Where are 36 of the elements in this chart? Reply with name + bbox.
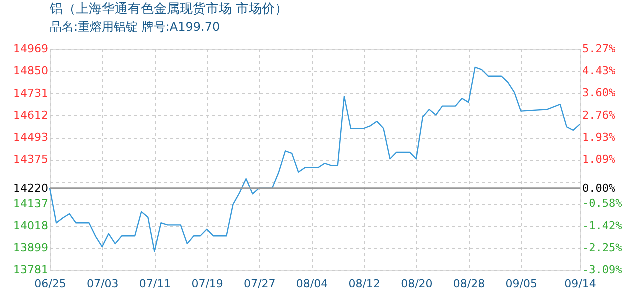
y-tick-label: 14493	[14, 131, 48, 144]
x-tick-label: 07/11	[139, 278, 172, 290]
y-tick-label: 14969	[14, 42, 48, 56]
y-tick-label: 14612	[14, 108, 48, 122]
y2-tick-label: 1.93%	[582, 130, 616, 144]
y2-tick-label: 4.43%	[582, 64, 616, 78]
x-tick-label: 07/27	[244, 278, 276, 290]
y-tick-label: 14850	[14, 64, 48, 78]
y2-tick-label: 0.00%	[582, 182, 616, 195]
y2-tick-label: -1.42%	[582, 219, 623, 232]
chart-title: 铝（上海华通有色金属现货市场 市场价）	[49, 2, 288, 17]
y-tick-label: 14375	[14, 153, 48, 166]
y2-tick-label: 3.60%	[582, 86, 616, 100]
x-tick-label: 09/05	[506, 278, 538, 290]
y-tick-label: 14731	[14, 86, 48, 100]
y2-tick-label: -0.58%	[582, 197, 623, 210]
y2-tick-label: 5.27%	[582, 42, 616, 56]
y2-tick-label: 1.09%	[582, 153, 616, 166]
x-tick-label: 08/28	[453, 278, 486, 290]
chart-subtitle: 品名:重熔用铝锭 牌号:A199.70	[50, 20, 220, 34]
line-series	[49, 66, 581, 252]
y2-tick-label: 2.76%	[582, 108, 616, 122]
x-tick-label: 07/03	[86, 278, 119, 290]
x-tick-label: 09/14	[564, 278, 596, 290]
x-tick-label: 07/19	[192, 278, 224, 290]
y-tick-label: 13899	[14, 242, 48, 255]
x-tick-label: 08/12	[348, 278, 380, 290]
y2-tick-label: -3.09%	[582, 264, 623, 276]
y-tick-label: 14018	[14, 219, 48, 232]
y2-tick-label: -2.25%	[582, 241, 623, 254]
y-tick-label: 14137	[14, 197, 48, 210]
x-tick-label: 08/04	[296, 278, 328, 290]
y-tick-label: 13781	[14, 264, 48, 276]
y-tick-label: 14220	[14, 182, 48, 195]
x-tick-label: 06/25	[34, 278, 66, 290]
x-tick-label: 08/20	[401, 278, 433, 290]
